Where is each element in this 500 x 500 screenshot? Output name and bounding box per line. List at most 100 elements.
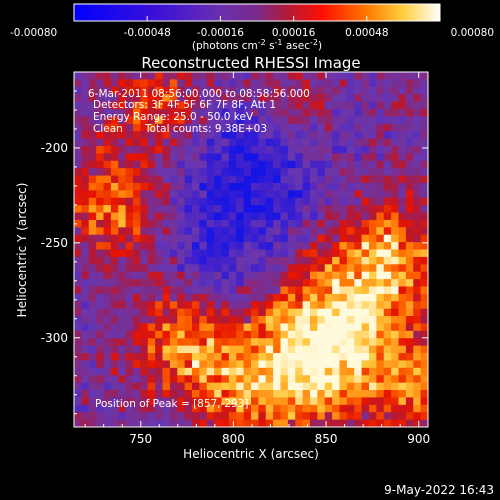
heatmap-cell	[265, 375, 274, 384]
heatmap-cell	[354, 205, 363, 214]
heatmap-cell	[405, 301, 414, 310]
heatmap-cell	[405, 182, 414, 191]
heatmap-cell	[310, 212, 318, 221]
heatmap-cell	[192, 330, 200, 339]
heatmap-cell	[110, 86, 119, 95]
heatmap-cell	[383, 279, 392, 288]
heatmap-cell	[118, 279, 127, 288]
heatmap-cell	[118, 242, 127, 251]
heatmap-cell	[74, 131, 82, 140]
heatmap-cell	[103, 308, 112, 317]
heatmap-cell	[413, 234, 422, 243]
heatmap-cell	[317, 153, 326, 162]
heatmap-cell	[369, 330, 377, 339]
heatmap-cell	[81, 316, 90, 325]
heatmap-cell	[369, 227, 377, 236]
heatmap-cell	[177, 419, 186, 427]
heatmap-cell	[199, 375, 208, 384]
heatmap-cell	[295, 168, 304, 177]
heatmap-cell	[391, 323, 400, 332]
heatmap-cell	[405, 286, 414, 295]
heatmap-cell	[118, 286, 127, 295]
heatmap-cell	[221, 256, 230, 265]
heatmap-cell	[88, 101, 97, 110]
heatmap-cell	[295, 72, 304, 80]
heatmap-cell	[169, 131, 178, 140]
heatmap-cell	[332, 197, 341, 206]
heatmap-cell	[110, 212, 119, 221]
heatmap-cell	[287, 249, 296, 258]
heatmap-cell	[169, 419, 178, 427]
heatmap-cell	[310, 94, 318, 103]
heatmap-cell	[184, 256, 193, 265]
heatmap-cell	[420, 212, 428, 221]
heatmap-cell	[199, 145, 208, 154]
heatmap-cell	[133, 145, 141, 154]
heatmap-cell	[155, 138, 164, 147]
heatmap-cell	[405, 242, 414, 251]
heatmap-cell	[339, 264, 348, 273]
heatmap-cell	[184, 197, 193, 206]
heatmap-cell	[177, 219, 186, 228]
heatmap-cell	[236, 175, 245, 184]
heatmap-cell	[332, 330, 341, 339]
heatmap-cell	[280, 242, 289, 251]
heatmap-cell	[221, 367, 230, 376]
heatmap-cell	[324, 79, 333, 88]
heatmap-cell	[162, 79, 171, 88]
heatmap-cell	[74, 197, 82, 206]
heatmap-cell	[398, 219, 407, 228]
heatmap-cell	[88, 271, 97, 280]
heatmap-cell	[74, 264, 82, 273]
heatmap-cell	[214, 323, 223, 332]
heatmap-cell	[236, 338, 245, 347]
heatmap-cell	[258, 271, 267, 280]
heatmap-cell	[81, 382, 90, 391]
heatmap-cell	[192, 72, 200, 80]
heatmap-cell	[162, 123, 171, 132]
heatmap-cell	[310, 197, 318, 206]
heatmap-cell	[376, 219, 385, 228]
heatmap-cell	[369, 375, 377, 384]
x-axis-label: Heliocentric X (arcsec)	[183, 447, 319, 461]
heatmap-cell	[369, 175, 377, 184]
heatmap-cell	[81, 404, 90, 413]
heatmap-cell	[96, 360, 105, 369]
heatmap-cell	[332, 404, 341, 413]
heatmap-cell	[346, 360, 355, 369]
heatmap-cell	[169, 390, 178, 399]
heatmap-cell	[74, 175, 82, 184]
heatmap-cell	[251, 353, 259, 362]
heatmap-cell	[317, 316, 326, 325]
heatmap-cell	[398, 190, 407, 199]
heatmap-cell	[420, 353, 428, 362]
heatmap-cell	[236, 160, 245, 169]
heatmap-cell	[287, 308, 296, 317]
colorbar-unit-exp2: -1	[275, 38, 283, 47]
heatmap-cell	[280, 227, 289, 236]
heatmap-cell	[302, 116, 311, 125]
heatmap-cell	[140, 190, 149, 199]
heatmap-cell	[88, 375, 97, 384]
heatmap-cell	[383, 101, 392, 110]
heatmap-cell	[88, 412, 97, 421]
heatmap-cell	[324, 286, 333, 295]
heatmap-cell	[265, 101, 274, 110]
heatmap-cell	[110, 338, 119, 347]
heatmap-cell	[251, 101, 259, 110]
heatmap-cell	[405, 145, 414, 154]
heatmap-cell	[398, 168, 407, 177]
heatmap-cell	[110, 123, 119, 132]
heatmap-cell	[376, 345, 385, 354]
heatmap-cell	[147, 264, 156, 273]
heatmap-cell	[147, 182, 156, 191]
heatmap-cell	[206, 227, 215, 236]
heatmap-cell	[354, 397, 363, 406]
heatmap-cell	[162, 249, 171, 258]
heatmap-cell	[81, 412, 90, 421]
heatmap-cell	[376, 94, 385, 103]
heatmap-cell	[206, 390, 215, 399]
heatmap-cell	[74, 72, 82, 80]
heatmap-cell	[236, 101, 245, 110]
heatmap-cell	[192, 175, 200, 184]
